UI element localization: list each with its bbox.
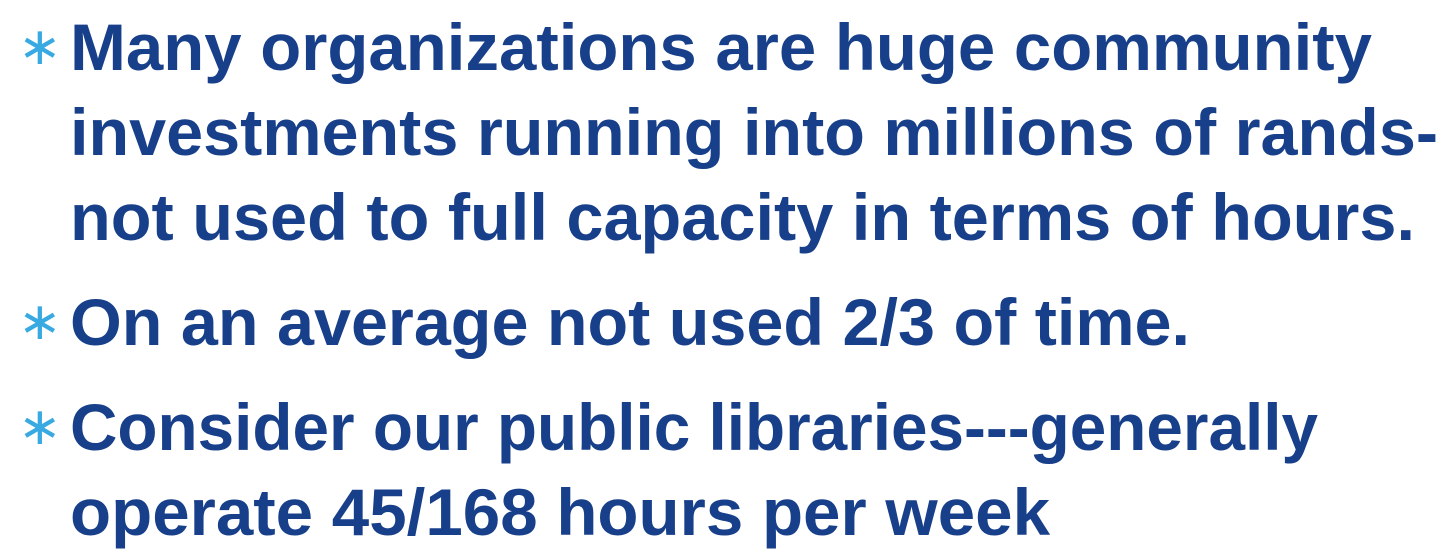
bullet-text: investments running into millions of ran… (70, 95, 1438, 169)
bullet-marker: ∗ (18, 292, 62, 352)
bullet-marker: ∗ (18, 397, 62, 457)
bullet-text: Consider our public libraries---generall… (70, 390, 1318, 464)
bullet-marker: ∗ (18, 17, 62, 77)
bullet-text: Many organizations are huge community (70, 10, 1372, 84)
bullet-text: On an average not used 2/3 of time. (70, 285, 1190, 359)
bullet-text: not used to full capacity in terms of ho… (70, 180, 1415, 254)
bullet-text: operate 45/168 hours per week (70, 475, 1050, 549)
